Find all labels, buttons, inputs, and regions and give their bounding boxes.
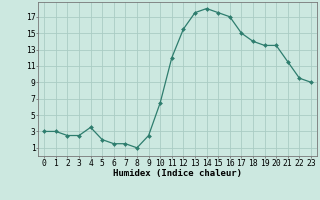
X-axis label: Humidex (Indice chaleur): Humidex (Indice chaleur) — [113, 169, 242, 178]
